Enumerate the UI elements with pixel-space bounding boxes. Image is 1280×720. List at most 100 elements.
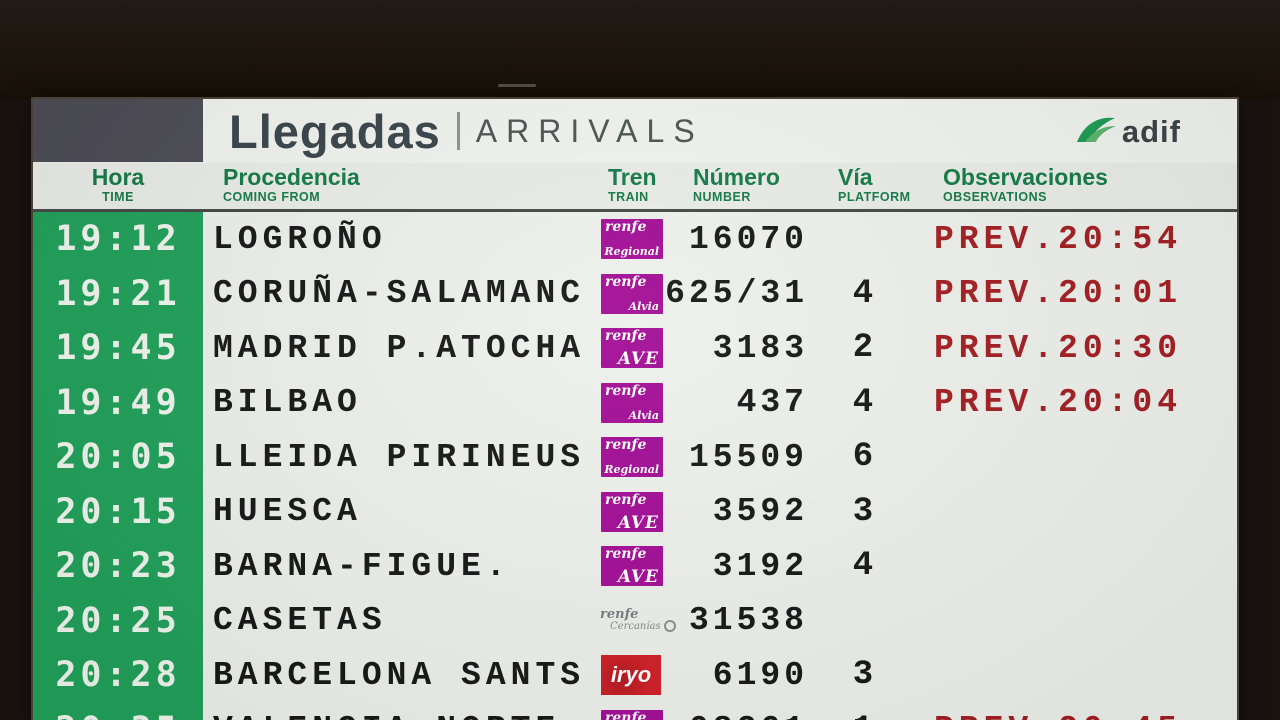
time-cell: 19:21 [33, 266, 203, 321]
observations-cell: PREV.20:04 [934, 384, 1183, 422]
time-cell: 19:45 [33, 321, 203, 376]
train-number-cell: 3592 [712, 493, 808, 531]
operator-subbrand: AVE [617, 349, 659, 370]
observations-cell: PREV.20:01 [934, 275, 1183, 313]
platform-cell: 4 [852, 274, 874, 313]
column-label-en: NUMBER [693, 190, 751, 204]
observations-cell: PREV.20:30 [934, 329, 1183, 367]
train-number-cell: 6190 [712, 656, 808, 694]
time-cell: 20:23 [33, 539, 203, 594]
renfe-wordmark: renfe [605, 328, 647, 345]
train-operator-cell: renfe Alvia [598, 376, 663, 431]
platform-cell: 3 [852, 656, 874, 695]
renfe-wordmark: renfe [605, 382, 647, 399]
renfe-wordmark: renfe [605, 546, 647, 563]
renfe-wordmark: renfe [605, 491, 647, 508]
column-label-en: COMING FROM [223, 190, 321, 204]
platform-cell: 6 [852, 438, 874, 477]
column-label-en: OBSERVATIONS [943, 190, 1047, 204]
iryo-logo: iryo [601, 655, 661, 696]
column-headers: Hora TIME Procedencia COMING FROM Tren TRAIN N… [33, 163, 1237, 212]
origin-cell: BARCELONA SANTS [213, 656, 586, 694]
renfe-ave-logo: renfe AVE [601, 328, 663, 370]
adif-leaf-icon [1075, 113, 1117, 150]
column-label-es: Procedencia [223, 164, 360, 190]
iryo-wordmark: iryo [610, 662, 652, 688]
arrival-row: 20:35VALENCIA NORTErenfeRegional082611PR… [33, 702, 1237, 720]
renfe-regional-logo: renfe Regional [601, 219, 663, 260]
arrival-row: 19:12 LOGROÑO renfe Regional 16070 PREV.20:54 [33, 212, 1237, 267]
column-label-en: PLATFORM [838, 190, 911, 204]
adif-wordmark: adif [1121, 113, 1181, 149]
origin-cell: CORUÑA-SALAMANC [213, 275, 586, 313]
observations-cell: PREV.20:54 [934, 220, 1183, 258]
time-cell: 20:35 [33, 702, 203, 720]
train-number-cell: 15509 [688, 438, 808, 476]
title-band: Llegadas ARRIVALS adif [33, 99, 1237, 163]
arrival-row: 20:28 BARCELONA SANTS iryo 6190 3 [33, 648, 1237, 703]
renfe-wordmark: renfe [605, 219, 647, 236]
arrival-row: 20:05 LLEIDA PIRINEUS renfe Regional 15509 6 [33, 430, 1237, 485]
arrival-row: 19:49 BILBAO renfe Alvia 437 4 PREV.20:04 [33, 375, 1237, 431]
column-header-observaciones: Observaciones OBSERVATIONS [943, 164, 1108, 204]
train-number-cell: 16070 [688, 220, 808, 258]
origin-cell: MADRID P.ATOCHA [213, 329, 586, 367]
train-number-cell: 3192 [712, 547, 808, 585]
time-cell: 20:05 [33, 430, 203, 485]
arrival-row: 20:25 CASETAS renfe Cercanías 31538 [33, 593, 1237, 649]
renfe-wordmark: renfe [605, 273, 647, 290]
time-cell: 20:28 [33, 648, 203, 703]
column-header-tren: Tren TRAIN [608, 164, 657, 204]
platform-cell [808, 212, 918, 267]
column-header-via: Vía PLATFORM [838, 164, 911, 204]
operator-subbrand: Regional [604, 463, 659, 477]
origin-cell: LOGROÑO [213, 220, 387, 258]
column-label-es: Tren [608, 164, 657, 190]
arrival-row: 19:45 MADRID P.ATOCHA renfe AVE 3183 2 PREV.20… [33, 321, 1237, 376]
arrival-row: 20:23 BARNA-FIGUE. renfe AVE 3192 4 [33, 539, 1237, 594]
renfe-alvia-logo: renfe Alvia [601, 273, 663, 314]
time-cell: 20:15 [33, 484, 203, 539]
platform-cell: 1 [808, 703, 918, 720]
column-label-en: TRAIN [608, 190, 649, 204]
observations-cell: PREV.20:45 [918, 703, 1237, 720]
train-number-cell: 3183 [712, 329, 808, 367]
operator-subbrand: Regional [604, 245, 659, 259]
title-english: ARRIVALS [475, 112, 704, 149]
arrival-row: 20:15 HUESCA renfe AVE 3592 3 [33, 484, 1237, 540]
renfe-ave-logo: renfe AVE [601, 546, 663, 588]
operator-subbrand: Alvia [628, 408, 659, 422]
bezel-reflection [498, 84, 536, 87]
observations-cell [918, 594, 1237, 649]
operator-subbrand: Alvia [628, 299, 659, 313]
operator-subbrand: AVE [617, 567, 659, 588]
train-operator-cell: renfe Cercanías [598, 594, 676, 649]
column-header-numero: Número NUMBER [693, 164, 780, 204]
platform-cell: 2 [852, 329, 874, 368]
column-label-es: Observaciones [943, 164, 1108, 190]
renfe-alvia-logo: renfe Alvia [601, 382, 663, 423]
origin-cell: LLEIDA PIRINEUS [213, 438, 586, 476]
platform-cell [808, 594, 918, 649]
platform-cell: 4 [852, 547, 874, 586]
time-cell: 19:49 [33, 375, 203, 430]
renfe-regional-logo: renfe Regional [601, 437, 663, 478]
train-operator-cell: renfe Alvia [598, 267, 663, 322]
column-label-es: Vía [838, 164, 873, 190]
arrival-row: 19:21 CORUÑA-SALAMANC renfe Alvia 625/31 4 PRE… [33, 266, 1237, 322]
origin-cell: CASETAS [213, 602, 387, 640]
title-spanish: Llegadas [229, 104, 441, 158]
column-label-en: TIME [102, 190, 134, 204]
train-operator-cell: renfe AVE [598, 539, 663, 594]
observations-cell [918, 430, 1237, 485]
train-operator-cell: renfe AVE [598, 321, 663, 376]
train-operator-cell: renfe AVE [598, 485, 663, 540]
time-cell: 20:25 [33, 593, 203, 648]
arrivals-board-screen: Llegadas ARRIVALS adif Hora TIME Procedenc… [33, 99, 1237, 720]
train-number-cell: 31538 [688, 602, 808, 640]
platform-cell: 3 [852, 492, 874, 531]
column-header-procedencia: Procedencia COMING FROM [223, 164, 360, 204]
column-label-es: Número [693, 164, 780, 190]
